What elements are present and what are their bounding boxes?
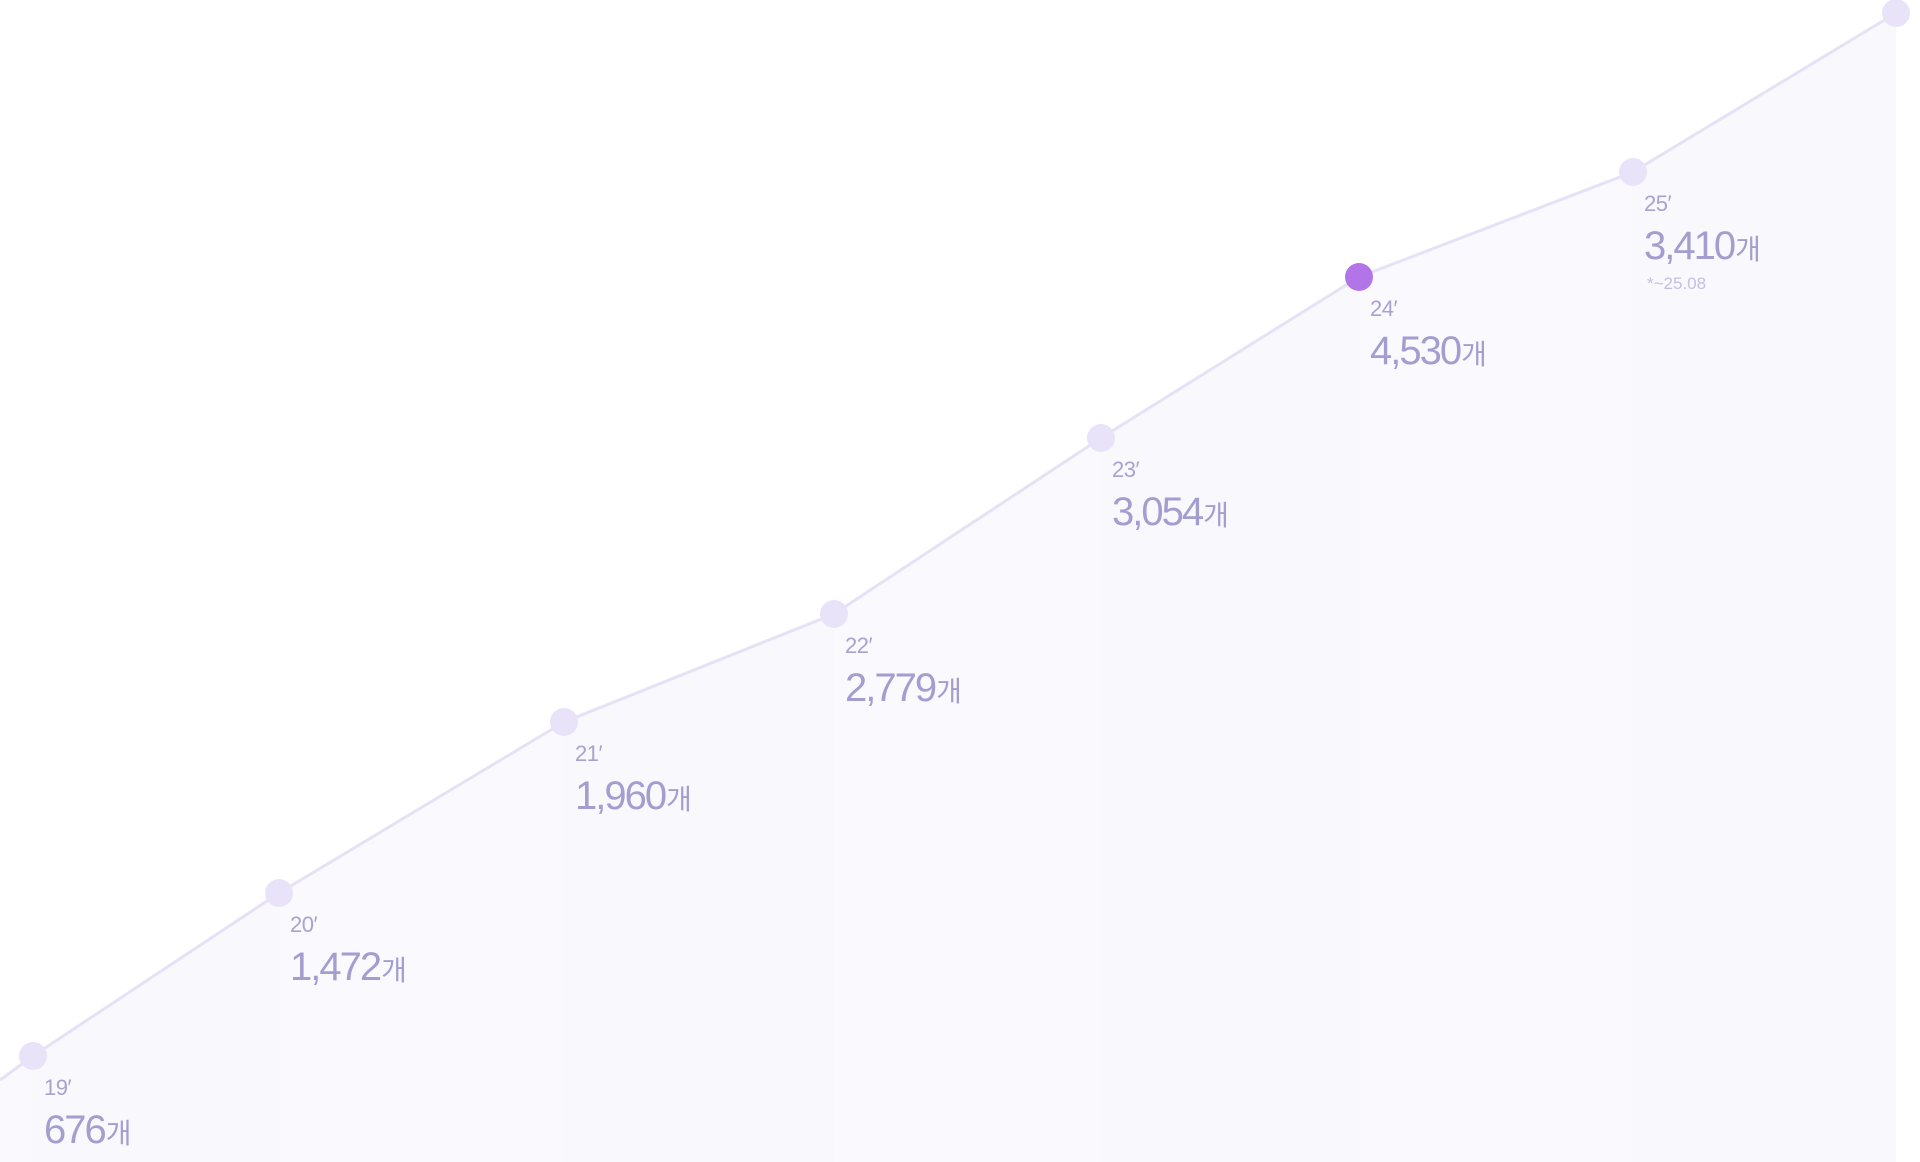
- value-unit: 개: [666, 783, 692, 816]
- year-label: 25′: [1644, 191, 1671, 216]
- area-segment: [1101, 277, 1359, 1162]
- value-unit: 개: [936, 675, 962, 708]
- value-unit: 개: [1203, 499, 1229, 532]
- data-point-highlighted: [1345, 263, 1373, 291]
- continuation-point: [1882, 0, 1910, 27]
- area-fill-layer: [0, 13, 1896, 1162]
- area-segment: [33, 893, 279, 1162]
- value-unit: 개: [1735, 233, 1761, 266]
- value-note: *~25.08: [1647, 274, 1706, 293]
- area-segment: [834, 438, 1101, 1162]
- value-unit: 개: [106, 1117, 132, 1150]
- area-segment: [564, 614, 834, 1162]
- value-unit: 개: [381, 954, 407, 987]
- value-label: 4,530개: [1370, 329, 1487, 373]
- area-segment: [1633, 13, 1896, 1162]
- year-label: 21′: [575, 741, 602, 766]
- data-point: [820, 600, 848, 628]
- value-unit: 개: [1461, 338, 1487, 371]
- year-label: 19′: [44, 1075, 71, 1100]
- area-segment: [0, 1056, 33, 1162]
- data-point: [265, 879, 293, 907]
- value-label: 676개: [44, 1108, 132, 1152]
- year-label: 24′: [1370, 296, 1397, 321]
- area-segment: [279, 722, 564, 1162]
- data-points-layer: [19, 0, 1910, 1070]
- data-point: [19, 1042, 47, 1070]
- year-label: 23′: [1112, 457, 1139, 482]
- area-segment: [1359, 172, 1633, 1162]
- data-point: [1619, 158, 1647, 186]
- data-point: [550, 708, 578, 736]
- year-label: 22′: [845, 633, 872, 658]
- data-point: [1087, 424, 1115, 452]
- year-label: 20′: [290, 912, 317, 937]
